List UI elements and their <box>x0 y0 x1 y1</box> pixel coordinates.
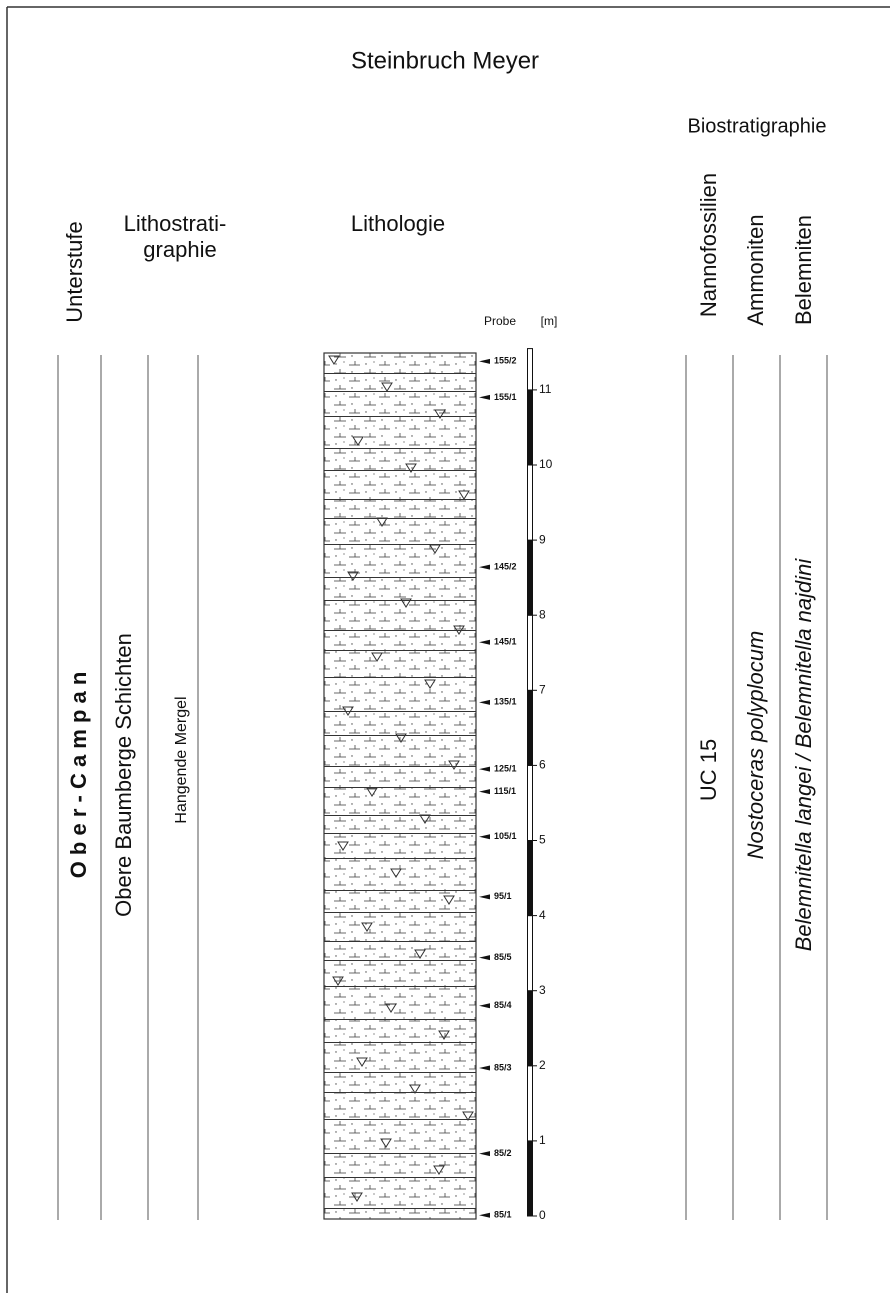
sample-marker <box>479 767 490 772</box>
sample-marker <box>479 700 490 705</box>
sample-marker <box>479 395 490 400</box>
scale-tick-label: 1 <box>539 1133 546 1147</box>
sample-marker <box>479 789 490 794</box>
sample-label: 85/3 <box>494 1062 512 1072</box>
scale-segment <box>528 540 533 615</box>
sample-label: 105/1 <box>494 831 517 841</box>
scale-segment <box>528 991 533 1066</box>
sample-label: 145/1 <box>494 637 517 647</box>
header-nannofossils: Nannofossilien <box>696 173 721 317</box>
sample-label: 145/2 <box>494 562 517 572</box>
scale-tick-label: 11 <box>539 382 552 396</box>
scale-tick-label: 9 <box>539 532 546 546</box>
header-lithostratigraphy: Lithostrati- <box>124 211 227 236</box>
belemnite-zone: Belemnitella langei / Belemnitella najdi… <box>791 558 816 952</box>
scale-tick-label: 0 <box>539 1208 546 1222</box>
scale-tick-label: 5 <box>539 833 546 847</box>
sample-marker <box>479 1003 490 1008</box>
sample-label: 115/1 <box>494 786 516 796</box>
scale-tick-label: 7 <box>539 682 546 696</box>
header-belemnites: Belemniten <box>791 215 816 325</box>
sample-label: 135/1 <box>494 697 517 707</box>
scale-segment <box>528 1066 533 1141</box>
sample-label: 85/1 <box>494 1210 512 1220</box>
sample-marker <box>479 1213 490 1218</box>
header-lithostratigraphy: graphie <box>143 237 216 262</box>
sample-marker <box>479 834 490 839</box>
sample-label: 85/2 <box>494 1148 512 1158</box>
scale-tick-label: 2 <box>539 1058 546 1072</box>
scale-segment <box>528 615 533 690</box>
scale-tick-label: 4 <box>539 908 546 922</box>
header-substage: Unterstufe <box>62 221 87 323</box>
sample-label: 85/5 <box>494 952 512 962</box>
scale-segment <box>528 390 533 465</box>
header-ammonites: Ammoniten <box>743 214 768 325</box>
lithology-column <box>324 353 476 1219</box>
sample-label: 85/4 <box>494 1000 512 1010</box>
scale-tick-label: 6 <box>539 758 546 772</box>
title: Steinbruch Meyer <box>351 47 539 74</box>
scale-segment <box>528 1141 533 1216</box>
sample-label: 95/1 <box>494 891 512 901</box>
scale-tick-label: 3 <box>539 983 546 997</box>
sample-marker <box>479 640 490 645</box>
scale-segment <box>528 690 533 765</box>
ammonite-zone: Nostoceras polyplocum <box>743 631 768 860</box>
sample-label: 155/2 <box>494 356 517 366</box>
sample-marker <box>479 359 490 364</box>
scale-tick-label: 8 <box>539 607 546 621</box>
header-sample: Probe <box>484 314 516 328</box>
sample-marker <box>479 894 490 899</box>
diagram: Steinbruch Meyer Biostratigraphie Unters… <box>0 0 890 1293</box>
header-unit: [m] <box>541 314 558 328</box>
scale-segment <box>528 841 533 916</box>
sample-marker <box>479 1066 490 1071</box>
substage: O b e r - C a m p a n <box>66 672 91 879</box>
scale-segment <box>528 765 533 840</box>
sample-marker <box>479 955 490 960</box>
header-biostratigraphy: Biostratigraphie <box>688 115 827 137</box>
member: Hangende Mergel <box>173 696 190 823</box>
sample-marker <box>479 1151 490 1156</box>
scale-tick-label: 10 <box>539 457 553 471</box>
scale-segment <box>528 465 533 540</box>
nannofossil-zone: UC 15 <box>696 739 721 801</box>
sample-label: 125/1 <box>494 764 517 774</box>
header-lithology: Lithologie <box>351 211 445 236</box>
scale-segment <box>528 349 533 390</box>
formation: Obere Baumberge Schichten <box>111 633 136 917</box>
sample-label: 155/1 <box>494 392 517 402</box>
scale-segment <box>528 916 533 991</box>
sample-marker <box>479 565 490 570</box>
